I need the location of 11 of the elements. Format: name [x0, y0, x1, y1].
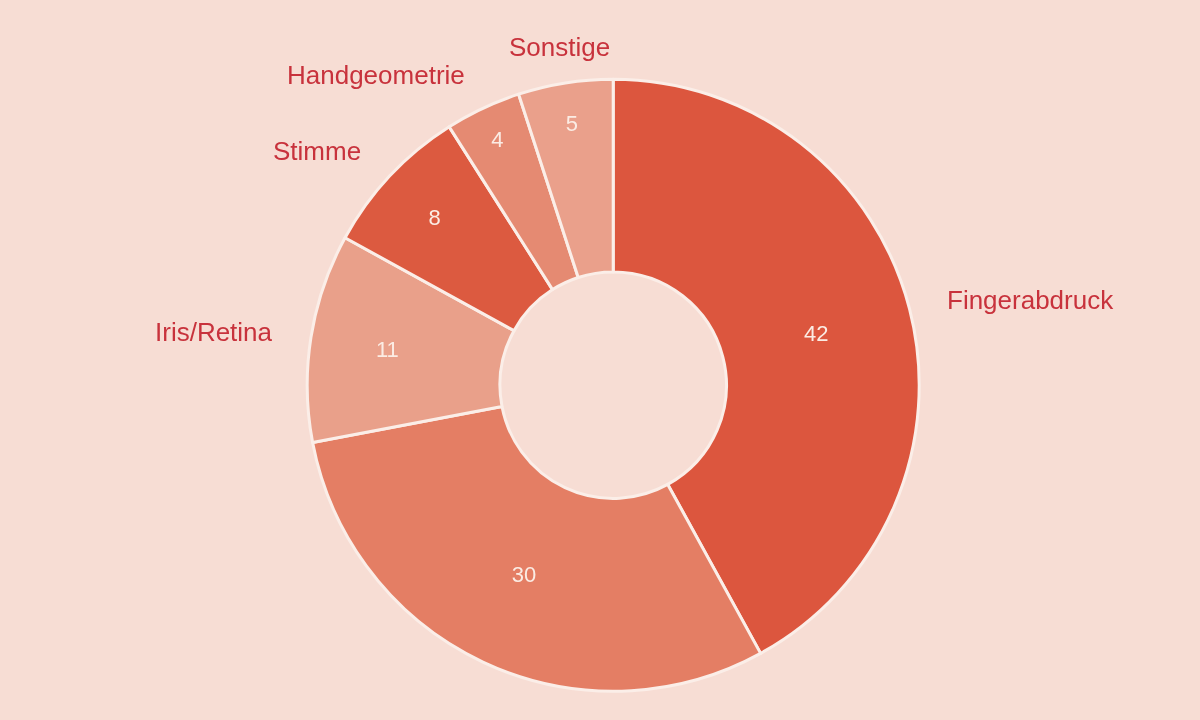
data-label: 11 [376, 336, 399, 362]
slice-label: Iris/Retina [155, 317, 273, 347]
data-label: 5 [565, 111, 578, 137]
slice-label: Stimme [273, 136, 362, 166]
data-label: 8 [428, 204, 441, 230]
slice-label: Handgeometrie [287, 60, 465, 90]
data-label: 30 [511, 562, 537, 588]
data-label: 42 [803, 320, 829, 346]
slice-label: Sonstige [509, 32, 611, 62]
slice-label: Fingerabdruck [947, 285, 1115, 315]
data-label: 4 [491, 126, 504, 152]
